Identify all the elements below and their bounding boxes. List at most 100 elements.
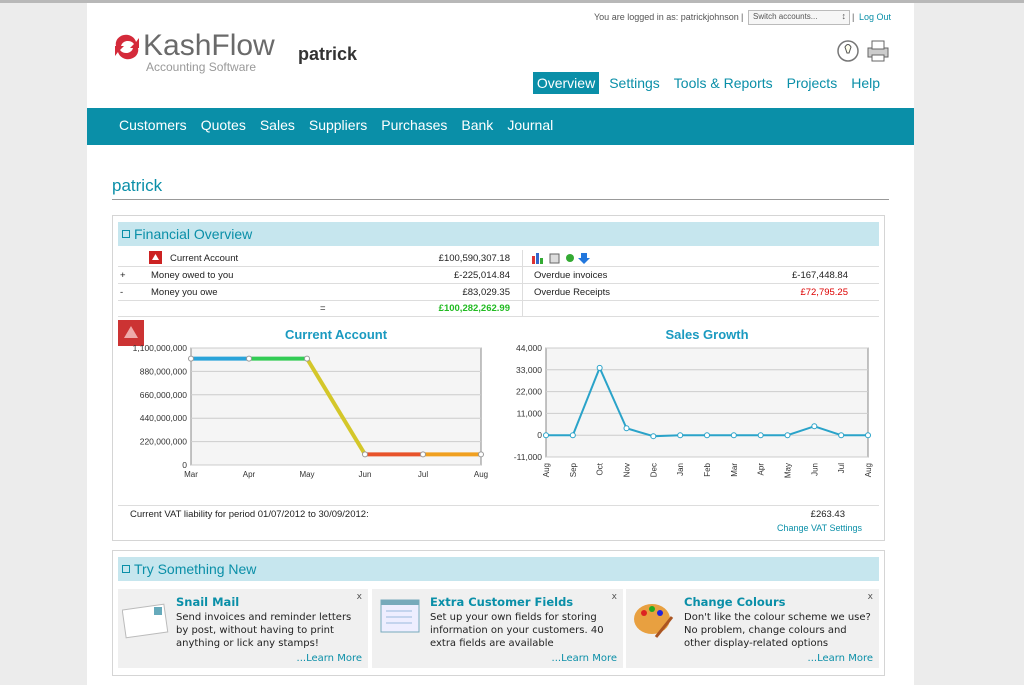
logout-link[interactable]: Log Out	[859, 12, 892, 22]
row-label: Overdue invoices	[534, 270, 608, 281]
nav-item[interactable]: Overview	[532, 72, 600, 94]
select-text: Switch accounts...	[753, 12, 818, 21]
nav-item[interactable]: Projects	[786, 75, 838, 91]
data-point	[677, 432, 684, 439]
collapse-icon[interactable]: -	[122, 230, 130, 238]
x-tick-label: Nov	[623, 463, 632, 477]
data-point	[838, 432, 845, 439]
row-amount: £100,590,307.18	[438, 253, 510, 264]
data-point	[246, 355, 252, 362]
logo-text: KashFlow	[143, 29, 275, 62]
card-text: Set up your own fields for storing infor…	[430, 612, 604, 649]
row-sign: +	[120, 270, 126, 281]
plot-area	[545, 347, 869, 458]
bank-logo	[118, 320, 144, 346]
panel-header[interactable]: - Try Something New	[118, 557, 879, 581]
row-label: Money you owe	[151, 287, 218, 298]
panel-title: Financial Overview	[134, 226, 253, 242]
chart-title: Current Account	[285, 327, 388, 342]
y-tick-label: 880,000,000	[140, 366, 188, 376]
nav-item[interactable]: Settings	[609, 75, 660, 91]
x-tick-label: Jul	[837, 463, 846, 473]
select-arrow: ↕	[841, 11, 847, 21]
nav-item[interactable]: Journal	[507, 117, 554, 133]
data-point	[478, 451, 484, 458]
data-point	[650, 433, 657, 440]
card-text: Send invoices and reminder letters by po…	[176, 612, 352, 649]
nav-item[interactable]: Help	[851, 75, 880, 91]
vat-link[interactable]: Change VAT Settings	[776, 523, 862, 533]
column-divider	[522, 250, 523, 316]
line-segment	[814, 425, 842, 437]
x-tick-label: Aug	[542, 463, 551, 477]
row-sign: -	[120, 287, 124, 298]
row-sign: =	[320, 303, 326, 314]
try-panel	[112, 550, 885, 676]
nav-item[interactable]: Purchases	[381, 117, 448, 133]
nav-item[interactable]: Suppliers	[308, 117, 368, 133]
logo-subtitle: Accounting Software	[146, 60, 257, 74]
learn-more-link[interactable]: ...Learn More	[807, 653, 873, 664]
card-text: Don't like the colour scheme we use? No …	[684, 612, 871, 649]
row-label: Overdue Receipts	[534, 287, 611, 298]
close-button[interactable]: x	[611, 592, 617, 602]
account-select[interactable]: Switch accounts... ↕	[748, 10, 850, 25]
line-segment	[626, 427, 654, 438]
feature-card: Extra Customer Fields Set up your own fi…	[372, 589, 623, 668]
table-row: - Money you owe £83,029.35 Overdue Recei…	[118, 284, 879, 301]
x-tick-label: Sep	[569, 462, 578, 477]
account-action-icons[interactable]	[532, 252, 602, 264]
y-tick-label: 0	[182, 460, 187, 470]
y-tick-label: 220,000,000	[140, 437, 188, 447]
row-amount: £-225,014.84	[454, 270, 510, 281]
learn-more-link[interactable]: ...Learn More	[296, 653, 362, 664]
nav-item[interactable]: Sales	[259, 117, 295, 133]
x-tick-label: Apr	[243, 470, 256, 479]
panel-header[interactable]: - Financial Overview	[118, 222, 879, 246]
card-title: Extra Customer Fields	[430, 595, 574, 609]
x-tick-label: Jun	[810, 463, 819, 476]
x-tick-label: Jan	[676, 463, 685, 476]
x-tick-label: Jun	[359, 470, 372, 479]
data-point	[730, 432, 737, 439]
nav-item[interactable]: Customers	[119, 117, 187, 133]
card-icon	[122, 603, 169, 639]
main-nav: Customers Quotes Sales Suppliers Purchas…	[112, 117, 560, 133]
window-edge	[0, 0, 1024, 3]
nav-item[interactable]: Bank	[461, 117, 494, 133]
x-tick-label: Apr	[757, 463, 766, 476]
data-point	[811, 423, 818, 430]
tool-icons[interactable]	[836, 38, 892, 64]
x-tick-label: Oct	[596, 462, 605, 475]
row-amount: £-167,448.84	[792, 270, 848, 281]
card-icon	[380, 599, 420, 633]
data-point	[784, 432, 791, 439]
row-amount: £100,282,262.99	[438, 303, 510, 314]
x-tick-label: Mar	[730, 463, 739, 477]
vat-text: Current VAT liability for period 01/07/2…	[130, 509, 369, 520]
nav-item[interactable]: Tools & Reports	[673, 75, 773, 91]
line-segment	[787, 425, 815, 437]
close-button[interactable]: x	[356, 592, 362, 602]
y-tick-label: 44,000	[516, 343, 542, 353]
data-point	[188, 355, 194, 362]
row-amount: £83,029.35	[462, 287, 510, 298]
logo-icon	[115, 34, 139, 60]
data-point	[362, 451, 368, 458]
line-segment	[653, 434, 681, 438]
divider: |	[852, 12, 855, 22]
close-button[interactable]: x	[867, 592, 873, 602]
learn-more-link[interactable]: ...Learn More	[551, 653, 617, 664]
y-tick-label: 1,100,000,000	[133, 343, 188, 353]
x-tick-label: Aug	[474, 470, 488, 479]
data-point	[623, 425, 630, 432]
panel-title: Try Something New	[134, 561, 257, 577]
x-tick-label: Feb	[703, 462, 712, 476]
x-tick-label: Jul	[418, 470, 428, 479]
y-tick-label: 440,000,000	[140, 413, 188, 423]
nav-item[interactable]: Quotes	[200, 117, 246, 133]
y-tick-label: 33,000	[516, 365, 542, 375]
collapse-icon[interactable]: -	[122, 565, 130, 573]
x-tick-label: May	[784, 463, 793, 478]
